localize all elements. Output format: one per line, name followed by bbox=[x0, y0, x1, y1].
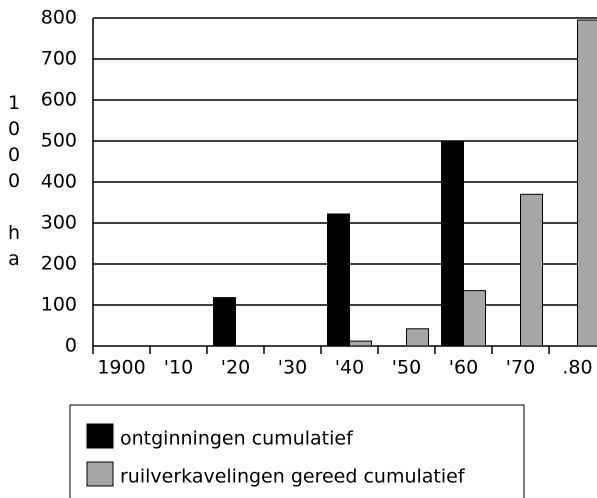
x-tick-label: '30 bbox=[278, 357, 307, 379]
bar bbox=[213, 297, 236, 347]
y-tick-label: 100 bbox=[41, 294, 77, 316]
y-tick-label: 0 bbox=[65, 335, 77, 357]
legend-label: ruilverkavelingen gereed cumulatief bbox=[120, 466, 466, 488]
y-axis-label: 1000 ha bbox=[3, 92, 25, 274]
bar bbox=[327, 213, 350, 347]
y-tick-label: 300 bbox=[41, 212, 77, 234]
x-tick-label: '60 bbox=[449, 357, 478, 379]
bar bbox=[463, 290, 486, 347]
y-tick-label: 200 bbox=[41, 253, 77, 275]
x-tick-label: 1900 bbox=[97, 357, 145, 379]
y-tick-label: 800 bbox=[41, 7, 77, 29]
y-tick-label: 400 bbox=[41, 171, 77, 193]
legend-swatch bbox=[86, 423, 114, 449]
bar bbox=[406, 328, 429, 347]
legend-label: ontginningen cumulatief bbox=[120, 428, 354, 450]
x-tick-label: '50 bbox=[392, 357, 421, 379]
bar bbox=[520, 193, 543, 347]
x-tick-label: '40 bbox=[335, 357, 364, 379]
x-tick-label: '70 bbox=[506, 357, 535, 379]
bar bbox=[441, 140, 464, 347]
y-tick-label: 600 bbox=[41, 89, 77, 111]
y-tick-label: 500 bbox=[41, 130, 77, 152]
x-tick-label: .80 bbox=[562, 357, 592, 379]
legend-box bbox=[69, 404, 525, 498]
y-tick-label: 700 bbox=[41, 48, 77, 70]
x-tick-label: '10 bbox=[164, 357, 193, 379]
bar bbox=[349, 340, 372, 347]
bar bbox=[577, 19, 597, 347]
legend-swatch bbox=[86, 461, 114, 487]
x-tick-label: '20 bbox=[221, 357, 250, 379]
